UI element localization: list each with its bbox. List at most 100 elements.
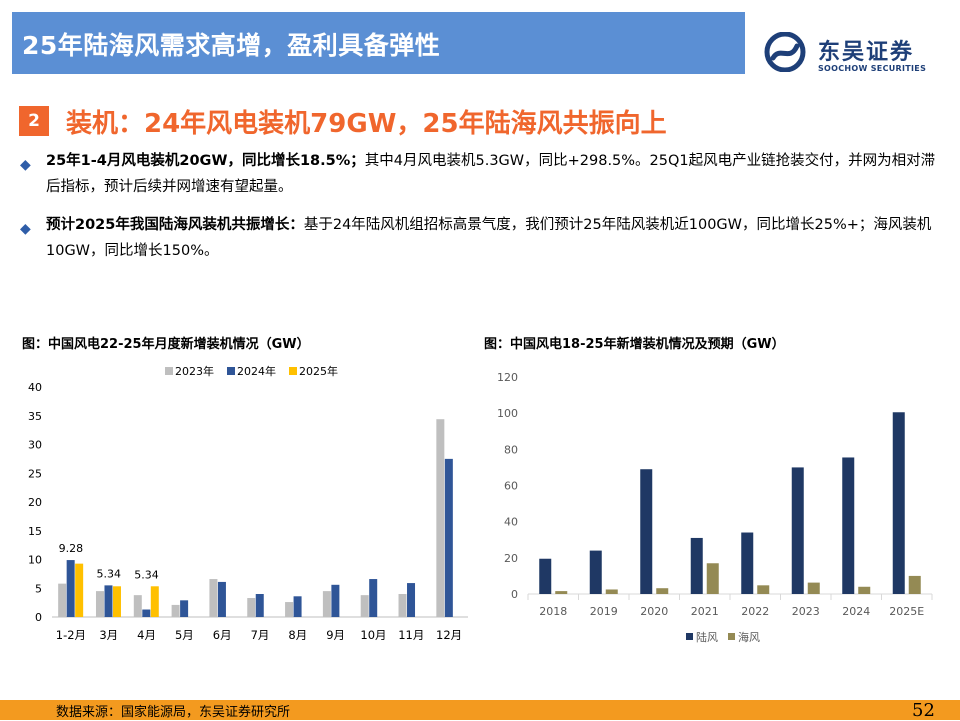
y-tick-label: 20 — [504, 552, 518, 565]
bar-陆风 — [892, 412, 905, 594]
y-tick-label: 60 — [504, 480, 518, 493]
x-tick-label: 12月 — [436, 628, 462, 642]
bullet-body-text: 基于24年陆风机组招标高景气度，我们预计25年陆风装机近100GW，同比增长25… — [46, 217, 932, 259]
bar-2023年 — [247, 598, 256, 617]
x-tick-label: 4月 — [137, 628, 156, 642]
bar-2024年 — [331, 584, 340, 617]
y-tick-label: 40 — [504, 516, 518, 529]
bar-海风 — [858, 586, 871, 594]
x-tick-label: 1-2月 — [56, 628, 86, 642]
y-tick-label: 25 — [28, 467, 42, 480]
data-source: 数据来源：国家能源局，东吴证券研究所 — [56, 705, 291, 720]
bar-陆风 — [640, 469, 653, 594]
x-tick-label: 7月 — [251, 628, 270, 642]
bar-2024年 — [444, 458, 453, 617]
section-number-badge: 2 — [19, 106, 49, 136]
data-label: 5.34 — [96, 567, 121, 580]
bar-海风 — [555, 591, 568, 594]
bar-2024年 — [66, 560, 75, 617]
chart-title-monthly: 图：中国风电22-25年月度新增装机情况（GW） — [22, 337, 310, 352]
bar-2023年 — [436, 419, 445, 617]
bar-2024年 — [142, 609, 151, 617]
bar-陆风 — [589, 550, 602, 594]
y-tick-label: 100 — [497, 407, 518, 420]
bullet-text: 25年1-4月风电装机20GW，同比增长18.5%；其中4月风电装机5.3GW，… — [46, 148, 940, 200]
monthly-installation-chart: 0 5 10 15 20 25 30 35 40 1-2月 9.28 3月 5.34 4月 5.34 5月 6月… — [28, 364, 468, 642]
bar-陆风 — [741, 532, 754, 594]
company-logo: 东吴证券 SOOCHOW SECURITIES — [764, 32, 944, 76]
y-tick-label: 0 — [511, 588, 518, 601]
y-tick-label: 5 — [35, 582, 42, 595]
logo-mark-icon — [764, 32, 806, 72]
bar-2023年 — [133, 595, 142, 617]
bar-陆风 — [842, 457, 855, 594]
x-tick-label: 2018 — [539, 605, 567, 618]
footer-bar — [0, 700, 960, 720]
x-tick-label: 2019 — [590, 605, 618, 618]
y-tick-label: 120 — [497, 371, 518, 384]
y-tick-label: 35 — [28, 410, 42, 423]
bar-2023年 — [95, 591, 104, 617]
page-number: 52 — [912, 700, 935, 721]
y-tick-label: 0 — [35, 611, 42, 624]
y-tick-label: 30 — [28, 439, 42, 452]
bullet-item: ◆ 预计2025年我国陆海风装机共振增长：基于24年陆风机组招标高景气度，我们预… — [20, 212, 940, 264]
legend-swatch — [728, 633, 735, 640]
y-tick-label: 20 — [28, 496, 42, 509]
y-tick-label: 80 — [504, 443, 518, 456]
data-label: 9.28 — [59, 542, 84, 555]
bar-2024年 — [217, 581, 226, 617]
bar-2023年 — [285, 602, 294, 617]
legend-label: 2025年 — [299, 364, 338, 378]
diamond-bullet-icon: ◆ — [20, 157, 31, 173]
bar-2024年 — [255, 594, 264, 617]
legend-swatch — [227, 367, 235, 375]
annual-installation-chart: 0 20 40 60 80 100 120 2018 2019 2020 2021 2022 2023 2… — [497, 371, 933, 644]
x-tick-label: 3月 — [99, 628, 118, 642]
bar-海风 — [807, 582, 820, 594]
bar-2025年 — [150, 586, 159, 617]
bar-2023年 — [322, 591, 331, 617]
x-tick-label: 9月 — [326, 628, 345, 642]
logo-name-cn: 东吴证券 — [818, 40, 915, 65]
legend-swatch — [289, 367, 297, 375]
bullet-bold-text: 预计2025年我国陆海风装机共振增长： — [46, 217, 304, 233]
legend-label: 2024年 — [237, 364, 276, 378]
x-tick-label: 2023 — [792, 605, 820, 618]
logo-name-en: SOOCHOW SECURITIES — [818, 64, 927, 73]
bar-陆风 — [539, 558, 552, 594]
bar-陆风 — [791, 467, 804, 594]
bar-2023年 — [58, 583, 67, 617]
bar-2023年 — [209, 579, 218, 617]
bar-海风 — [908, 575, 921, 594]
bar-2024年 — [369, 579, 378, 617]
chart-title-annual: 图：中国风电18-25年新增装机情况及预期（GW） — [484, 337, 785, 352]
bar-2024年 — [293, 596, 302, 617]
bar-2023年 — [398, 594, 407, 617]
x-tick-label: 5月 — [175, 628, 194, 642]
bar-2024年 — [104, 585, 113, 617]
x-tick-label: 2024 — [842, 605, 870, 618]
x-tick-label: 11月 — [398, 628, 424, 642]
title-bar — [12, 12, 745, 74]
bar-2025年 — [112, 586, 121, 617]
bar-2024年 — [407, 583, 416, 617]
bullet-body-text: 其中4月风电装机5.3GW，同比+298.5%。25Q1起风电产业链抢装交付，并… — [46, 153, 936, 195]
bar-2025年 — [75, 563, 84, 617]
section-title: 装机：24年风电装机79GW，25年陆海风共振向上 — [66, 109, 667, 139]
y-tick-label: 10 — [28, 554, 42, 567]
legend-label: 陆风 — [696, 630, 718, 644]
x-tick-label: 8月 — [288, 628, 307, 642]
page-title: 25年陆海风需求高增，盈利具备弹性 — [22, 31, 441, 60]
bar-海风 — [757, 585, 770, 594]
x-tick-label: 10月 — [360, 628, 386, 642]
legend-swatch — [686, 633, 693, 640]
y-tick-label: 15 — [28, 525, 42, 538]
y-tick-label: 40 — [28, 381, 42, 394]
x-tick-label: 2022 — [741, 605, 769, 618]
x-tick-label: 6月 — [213, 628, 232, 642]
legend-label: 2023年 — [175, 364, 214, 378]
bar-2024年 — [180, 600, 189, 617]
bar-海风 — [656, 588, 669, 594]
legend-swatch — [165, 367, 173, 375]
